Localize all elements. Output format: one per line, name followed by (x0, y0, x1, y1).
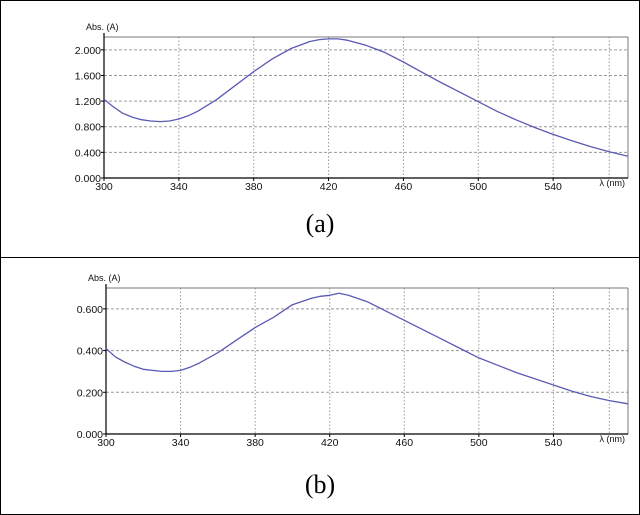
caption-b: (b) (304, 470, 336, 499)
x-tick-label: 380 (245, 181, 263, 193)
x-axis-title: λ (nm) (600, 178, 626, 188)
y-tick-label: 0.000 (75, 173, 101, 185)
x-tick-label: 420 (320, 181, 338, 193)
panel-a: 0.000 0.400 0.800 1.200 1.600 2.000 300 340 380 4… (1, 1, 639, 258)
x-tick-label: 460 (395, 181, 413, 193)
x-tick-label: 540 (544, 181, 562, 193)
x-tick-label: 380 (246, 437, 264, 449)
x-tick-label: 540 (545, 437, 563, 449)
x-tick-label: 300 (95, 181, 113, 193)
x-tick-label: 340 (170, 181, 188, 193)
y-tick-label: 1.600 (75, 70, 101, 82)
spectrum-line (103, 38, 629, 157)
chart-b: 0.000 0.200 0.400 0.600 300 340 380 420 460 500 54… (77, 273, 629, 449)
spectrum-line (105, 292, 629, 405)
y-tick-label: 1.200 (75, 96, 101, 108)
x-tick-label: 340 (172, 437, 190, 449)
caption-a: (a) (305, 209, 335, 238)
y-tick-label: 0.600 (77, 304, 103, 316)
y-axis-title: Abs. (A) (86, 22, 119, 32)
y-tick-label: 0.000 (77, 429, 103, 441)
y-tick-label: 0.200 (77, 387, 103, 399)
x-tick-label: 500 (470, 181, 488, 193)
y-tick-label: 0.400 (75, 147, 101, 159)
y-tick-label: 2.000 (75, 45, 101, 57)
panel-b: 0.000 0.200 0.400 0.600 300 340 380 420 460 500 54… (1, 258, 639, 514)
y-tick-label: 0.800 (75, 122, 101, 134)
x-axis-title: λ (nm) (600, 434, 626, 444)
x-tick-label: 460 (396, 437, 414, 449)
x-tick-label: 300 (97, 437, 115, 449)
x-tick-label: 420 (321, 437, 339, 449)
x-tick-label: 500 (470, 437, 488, 449)
chart-a: 0.000 0.400 0.800 1.200 1.600 2.000 300 340 380 4… (75, 22, 629, 193)
y-axis-title: Abs. (A) (88, 273, 121, 283)
y-tick-label: 0.400 (77, 346, 103, 358)
